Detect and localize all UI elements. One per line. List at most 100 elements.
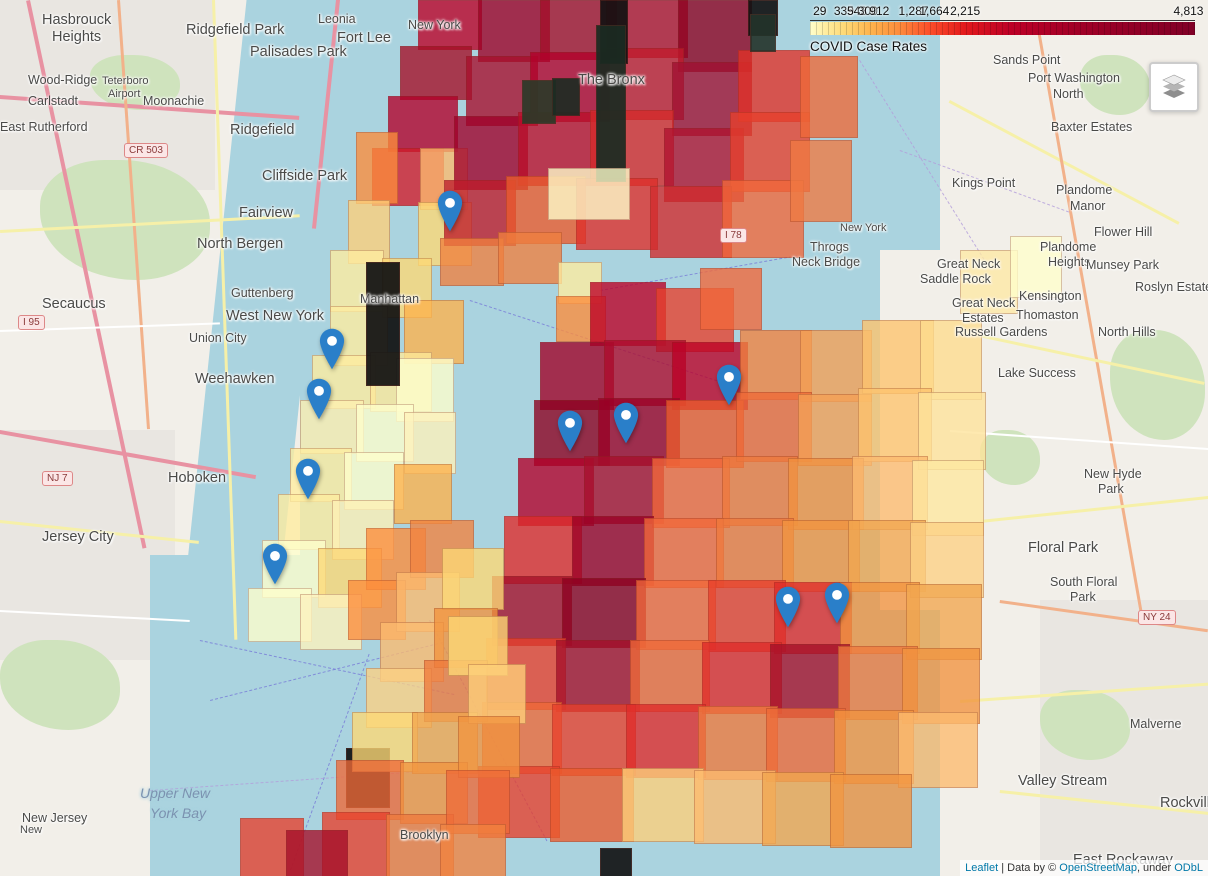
map-marker-pin[interactable] (613, 402, 639, 444)
zone-park-dark (750, 14, 776, 52)
zone-polygon[interactable] (830, 774, 912, 848)
zone-polygon[interactable] (572, 516, 654, 586)
zone-polygon[interactable] (644, 518, 724, 588)
zone-polygon[interactable] (552, 704, 636, 776)
map-marker-pin[interactable] (262, 543, 288, 585)
zone-polygon[interactable] (698, 706, 778, 780)
zone-polygon[interactable] (446, 770, 510, 834)
zone-polygon[interactable] (562, 578, 646, 648)
zone-polygon[interactable] (458, 716, 520, 778)
zone-polygon[interactable] (918, 392, 986, 470)
place-label: New Jersey (22, 811, 88, 825)
place-label: North Bergen (197, 236, 284, 252)
zone-polygon[interactable] (790, 140, 852, 222)
zone-polygon[interactable] (590, 282, 666, 346)
zone-polygon[interactable] (960, 250, 1018, 314)
attribution-separator: | (998, 862, 1008, 874)
zone-polygon[interactable] (636, 580, 716, 650)
zone-polygon[interactable] (468, 664, 526, 724)
zone-polygon[interactable] (440, 824, 506, 876)
map-marker-pin[interactable] (319, 328, 345, 370)
zone-polygon[interactable] (404, 412, 456, 474)
zone-polygon[interactable] (388, 96, 458, 152)
zone-park-dark (552, 78, 580, 116)
place-label: Park (1070, 590, 1096, 604)
urban-area-nj2 (0, 430, 175, 660)
zone-polygon[interactable] (770, 644, 850, 718)
park-li-2 (1110, 330, 1205, 440)
park-li-3 (980, 430, 1040, 485)
attribution-under: , under (1136, 862, 1175, 874)
zone-polygon[interactable] (1010, 236, 1062, 298)
place-label: Valley Stream (1018, 773, 1108, 789)
legend-tick-0: 29 (813, 4, 827, 18)
landmass-port-washington (960, 20, 1080, 220)
map-marker-pin[interactable] (716, 364, 742, 406)
zone-polygon[interactable] (286, 830, 348, 876)
map-marker-pin[interactable] (437, 190, 463, 232)
zone-polygon[interactable] (630, 640, 710, 712)
openstreetmap-link[interactable]: OpenStreetMap (1059, 862, 1137, 874)
odbl-license-link[interactable]: ODbL (1174, 862, 1203, 874)
zone-polygon[interactable] (902, 648, 980, 724)
zone-polygon[interactable] (498, 232, 562, 284)
legend-gradient-bar (810, 22, 1195, 35)
zone-polygon[interactable] (702, 642, 782, 714)
park-li-1 (1080, 55, 1150, 115)
zone-polygon[interactable] (722, 456, 798, 526)
place-label: Cliffside Park (262, 168, 348, 184)
place-label: Wood-Ridge (28, 73, 98, 87)
leaflet-link[interactable]: Leaflet (965, 862, 999, 874)
map-marker-pin[interactable] (306, 378, 332, 420)
place-label: Leonia (318, 12, 356, 26)
zone-polygon[interactable] (584, 456, 664, 524)
zone-polygon[interactable] (700, 268, 762, 330)
zone-polygon[interactable] (356, 132, 398, 204)
layers-control-button[interactable] (1149, 62, 1199, 112)
zone-polygon[interactable] (800, 56, 858, 138)
map-marker-pin[interactable] (824, 582, 850, 624)
zone-polygon[interactable] (708, 580, 786, 652)
place-label: Saddle Rock (920, 272, 991, 286)
legend-tick-2: 543 (846, 4, 867, 18)
place-label: Heights (1048, 255, 1091, 269)
zone-polygon[interactable] (788, 458, 864, 530)
zone-polygon[interactable] (556, 640, 640, 712)
map-marker-pin[interactable] (557, 410, 583, 452)
zone-polygon[interactable] (442, 548, 504, 610)
place-label: Manhattan (360, 292, 420, 306)
water-label: York Bay (150, 805, 207, 821)
place-label: Ridgefield Park (186, 22, 285, 38)
zone-polygon[interactable] (622, 768, 704, 842)
zone-polygon[interactable] (504, 516, 582, 584)
map-marker-pin[interactable] (775, 586, 801, 628)
zone-polygon[interactable] (418, 0, 482, 50)
zone-polygon[interactable] (738, 50, 810, 122)
place-label: Palisades Park (250, 44, 347, 60)
zone-polygon[interactable] (650, 186, 732, 258)
place-label: Rockvill (1160, 795, 1208, 811)
map-marker-pin[interactable] (295, 458, 321, 500)
legend-tick-8: 4,813 (1173, 4, 1204, 18)
zone-polygon[interactable] (548, 168, 630, 220)
legend-tick-1: 339 (833, 4, 854, 18)
place-label: Kensington (1019, 289, 1082, 303)
place-label: Malverne (1130, 717, 1182, 731)
zone-polygon[interactable] (626, 704, 706, 778)
zone-polygon[interactable] (440, 238, 504, 286)
zone-polygon[interactable] (652, 458, 730, 528)
zone-polygon[interactable] (394, 464, 452, 524)
place-label: Great Neck (952, 296, 1016, 310)
place-label: Thomaston (1016, 308, 1079, 322)
place-label: Plandome (1056, 183, 1113, 197)
place-label: Heights (52, 29, 102, 45)
zone-polygon[interactable] (920, 320, 982, 400)
place-label: Jersey City (42, 529, 114, 545)
zone-polygon[interactable] (906, 584, 982, 660)
road-shield-label: I 78 (720, 228, 747, 243)
road-shield-label: NY 24 (1138, 610, 1176, 625)
zone-polygon[interactable] (336, 760, 404, 820)
zone-polygon[interactable] (400, 46, 472, 100)
place-label: Fort Lee (337, 30, 391, 46)
